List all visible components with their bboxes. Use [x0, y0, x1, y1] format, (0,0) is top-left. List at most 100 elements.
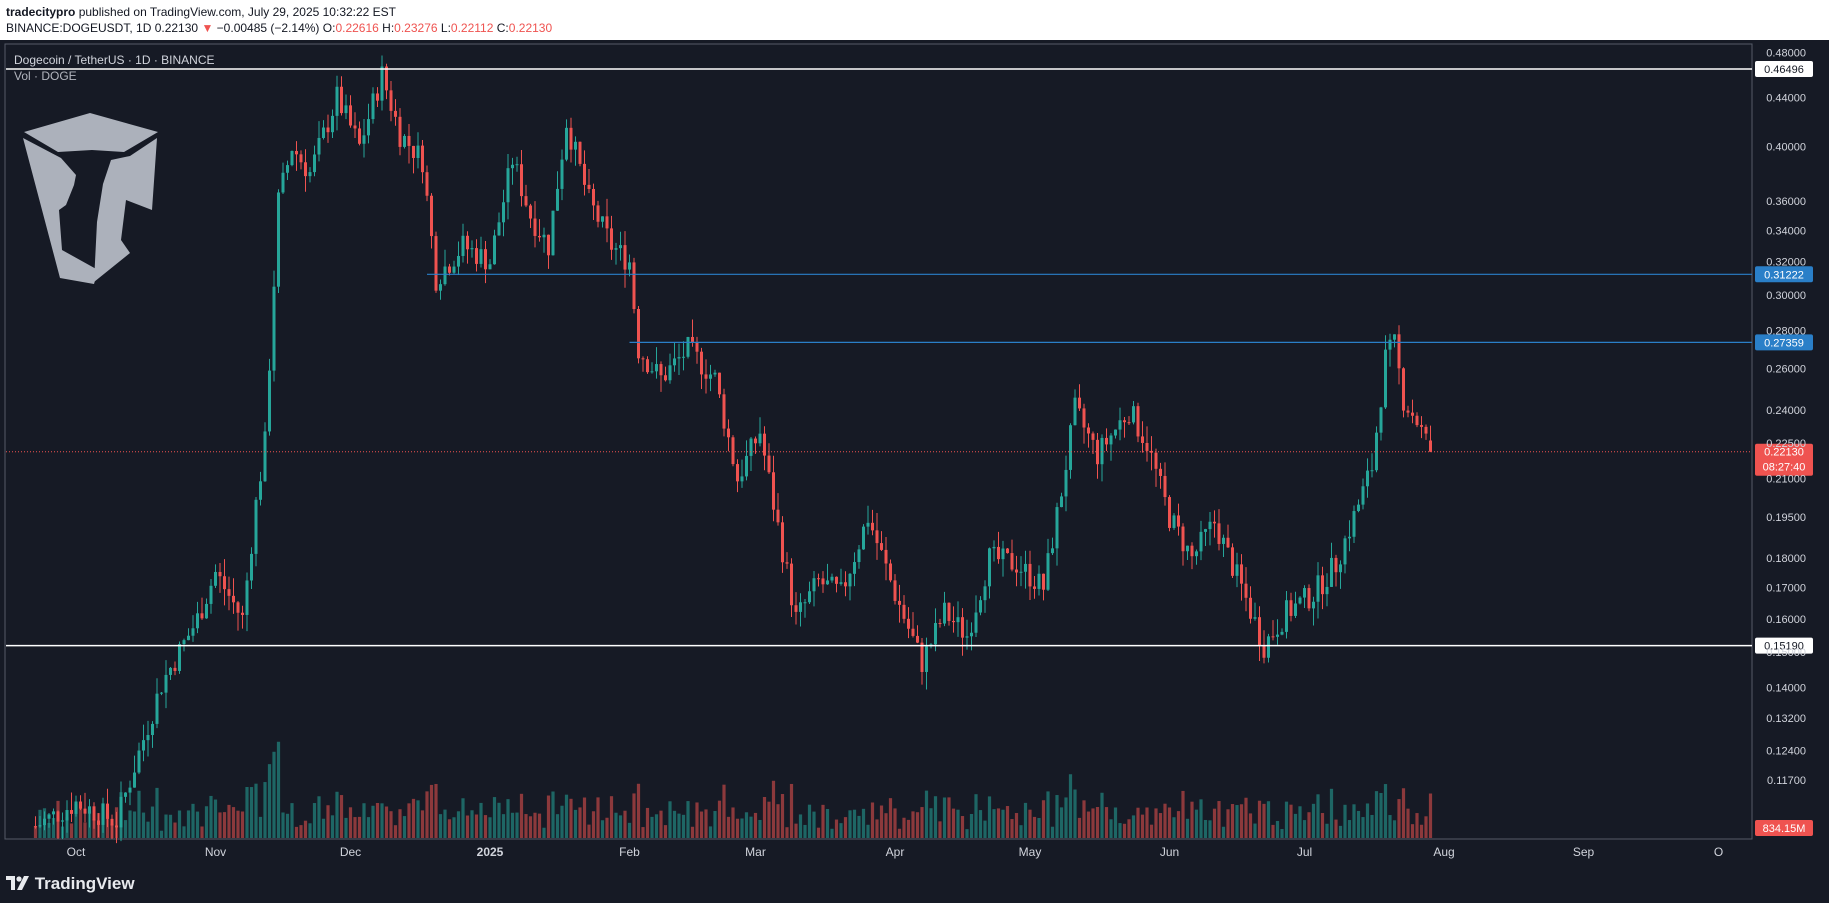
- candle-body: [884, 549, 888, 564]
- candle-body: [1321, 575, 1324, 595]
- publisher-name[interactable]: tradecitypro: [6, 5, 76, 19]
- candle-body: [178, 644, 181, 671]
- volume-bar: [506, 799, 510, 838]
- candle-body: [925, 646, 928, 672]
- candle-body: [1411, 412, 1414, 416]
- volume-bar: [996, 808, 1001, 838]
- candle-body: [1402, 368, 1405, 411]
- time-tick-label: Oct: [67, 845, 86, 859]
- candle-body: [812, 578, 816, 592]
- volume-bar: [1352, 804, 1356, 838]
- volume-bar: [753, 812, 758, 838]
- tradingview-brand[interactable]: TradingView: [6, 874, 135, 894]
- volume-bar: [263, 782, 267, 838]
- candle-body: [407, 135, 411, 146]
- candle-body: [461, 235, 465, 256]
- candle-body: [637, 309, 640, 359]
- volume-bar: [236, 810, 240, 838]
- volume-bar: [384, 806, 389, 838]
- volume-bar: [573, 809, 578, 838]
- volume-bar: [672, 810, 677, 838]
- candle-body: [434, 236, 438, 291]
- time-tick-label: Nov: [205, 845, 226, 859]
- candle-body: [308, 172, 312, 177]
- candle-body: [1060, 496, 1063, 508]
- volume-bar: [623, 810, 627, 838]
- volume-bar: [177, 810, 182, 838]
- candle-body: [839, 582, 843, 584]
- candle-body: [934, 622, 937, 645]
- candle-body: [1150, 450, 1153, 453]
- candle-body: [565, 127, 568, 160]
- candle-body: [587, 184, 591, 189]
- candle-body: [520, 164, 523, 197]
- logo-left: [23, 138, 98, 284]
- volume-bar: [191, 803, 195, 838]
- candle-body: [709, 374, 712, 379]
- candle-body: [398, 116, 402, 147]
- volume-bar: [830, 828, 834, 838]
- candle-body: [1325, 586, 1329, 595]
- volume-bar: [1266, 801, 1271, 838]
- candle-body: [529, 205, 532, 219]
- volume-bar: [438, 814, 443, 838]
- candle-body: [781, 522, 784, 563]
- candle-body: [277, 192, 280, 287]
- volume-bar: [636, 783, 641, 838]
- candle-body: [1073, 397, 1077, 426]
- candle-body: [173, 667, 177, 671]
- candle-body: [115, 825, 118, 828]
- price-axis[interactable]: 0.48000 0.44000 0.40000 0.36000 0.34000 0.320…: [1766, 48, 1806, 788]
- candle-body: [1424, 426, 1428, 434]
- candle-body: [655, 364, 658, 372]
- volume-bar: [596, 797, 600, 838]
- candle-body: [983, 586, 987, 601]
- candle-body: [776, 509, 780, 523]
- price-chart[interactable]: 0.46496 0.31222 0.27359 0.15190 0.22130 08:27…: [0, 40, 1829, 869]
- volume-bar: [1329, 788, 1334, 838]
- volume-bar: [1248, 813, 1253, 838]
- volume-bar: [362, 803, 366, 838]
- volume-bars: [33, 741, 1433, 838]
- candle-body: [1357, 504, 1360, 512]
- candle-body: [1001, 548, 1005, 560]
- candle-body: [1010, 553, 1014, 570]
- candle-body: [1037, 573, 1041, 589]
- candle-body: [362, 135, 366, 144]
- volume-bar: [1010, 819, 1014, 838]
- price-tick-label: 0.18000: [1766, 553, 1806, 565]
- candle-body: [866, 522, 870, 527]
- candle-body: [146, 735, 150, 741]
- volume-bar: [740, 818, 744, 838]
- candle-body: [155, 693, 159, 724]
- volume-bar: [1005, 806, 1010, 838]
- candle-body: [731, 437, 735, 465]
- candle-body: [745, 455, 748, 477]
- volume-bar: [353, 817, 357, 838]
- candle-body: [326, 127, 330, 133]
- candle-body: [727, 428, 730, 438]
- volume-bar: [861, 808, 866, 838]
- time-tick-label: Apr: [886, 845, 905, 859]
- volume-bar: [1122, 823, 1127, 838]
- candle-body: [160, 692, 163, 694]
- price-tick-label: 0.36000: [1766, 196, 1806, 208]
- candle-body: [1375, 432, 1378, 471]
- candle-body: [1042, 573, 1045, 590]
- volume-bar: [762, 797, 767, 838]
- candle-body: [1420, 425, 1423, 427]
- candle-body: [493, 235, 496, 265]
- candle-body: [1118, 420, 1122, 430]
- candle-body: [241, 612, 244, 615]
- candle-body: [367, 119, 370, 136]
- candle-body: [1082, 408, 1086, 428]
- volume-bar: [1095, 807, 1100, 838]
- candle-body: [169, 667, 172, 675]
- candle-body: [1145, 442, 1149, 451]
- volume-bar: [1149, 824, 1154, 838]
- candle-body: [376, 93, 379, 101]
- candle-body: [1087, 427, 1090, 434]
- volume-bar: [1194, 809, 1199, 838]
- volume-bar: [803, 824, 807, 838]
- time-axis[interactable]: Oct Nov Dec 2025 Feb Mar Apr May Jun Jul Aug Sep O: [67, 845, 1724, 859]
